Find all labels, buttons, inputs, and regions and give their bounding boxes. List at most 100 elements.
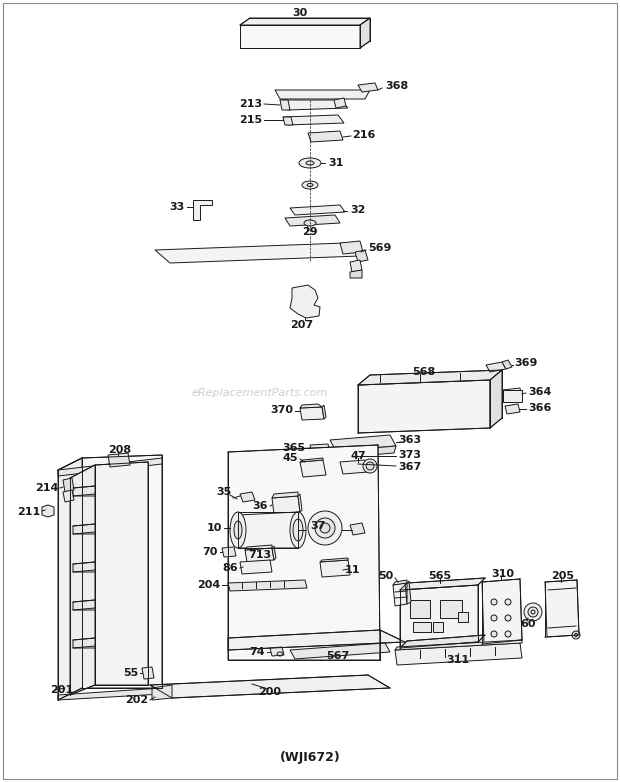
Ellipse shape [299, 158, 321, 168]
Text: 568: 568 [412, 367, 436, 377]
Polygon shape [300, 460, 326, 477]
Text: 36: 36 [252, 501, 268, 511]
Polygon shape [360, 18, 370, 48]
Text: 207: 207 [290, 320, 314, 330]
Text: 311: 311 [446, 655, 469, 665]
Bar [410, 600, 430, 618]
Text: (WJI672): (WJI672) [280, 752, 340, 765]
Polygon shape [58, 458, 162, 476]
Polygon shape [358, 83, 378, 92]
Polygon shape [358, 370, 502, 385]
Polygon shape [238, 512, 298, 548]
Bar [458, 612, 468, 622]
Text: 211: 211 [17, 507, 40, 517]
Polygon shape [95, 462, 148, 685]
Text: 214: 214 [35, 483, 58, 493]
Polygon shape [70, 465, 95, 695]
Polygon shape [322, 405, 326, 419]
Polygon shape [58, 688, 162, 700]
Ellipse shape [366, 462, 374, 470]
Text: 55: 55 [123, 668, 138, 678]
Polygon shape [358, 380, 490, 433]
Text: 364: 364 [528, 387, 551, 397]
Polygon shape [73, 524, 95, 534]
Polygon shape [355, 250, 368, 262]
Polygon shape [320, 560, 350, 577]
Polygon shape [393, 580, 407, 585]
Text: 30: 30 [293, 8, 308, 18]
Polygon shape [150, 675, 390, 698]
Ellipse shape [575, 633, 577, 637]
Ellipse shape [528, 607, 538, 617]
Ellipse shape [531, 610, 535, 614]
Text: 200: 200 [259, 687, 281, 697]
Polygon shape [228, 630, 405, 650]
Polygon shape [308, 131, 343, 142]
Bar [440, 600, 462, 618]
Polygon shape [300, 407, 324, 420]
Text: 366: 366 [528, 403, 551, 413]
Polygon shape [400, 578, 485, 590]
Polygon shape [270, 647, 284, 656]
Text: 50: 50 [378, 571, 393, 581]
Polygon shape [290, 205, 345, 215]
Bar [413, 622, 431, 632]
Polygon shape [73, 638, 95, 648]
Text: 368: 368 [385, 81, 408, 91]
Text: 565: 565 [428, 571, 451, 581]
Text: 567: 567 [326, 651, 350, 661]
Ellipse shape [302, 181, 318, 189]
Polygon shape [142, 667, 154, 679]
Ellipse shape [505, 599, 511, 605]
Polygon shape [280, 100, 290, 110]
Polygon shape [73, 562, 95, 572]
Ellipse shape [307, 184, 313, 186]
Polygon shape [63, 478, 74, 492]
Text: 365: 365 [282, 443, 305, 453]
Bar [433, 622, 443, 632]
Polygon shape [502, 360, 512, 369]
Text: 363: 363 [398, 435, 421, 445]
Polygon shape [545, 580, 579, 637]
Polygon shape [82, 455, 162, 688]
Polygon shape [395, 640, 522, 650]
Polygon shape [310, 444, 330, 453]
Text: 215: 215 [239, 115, 262, 125]
Polygon shape [290, 285, 320, 318]
Polygon shape [320, 558, 348, 562]
Polygon shape [245, 548, 274, 562]
Text: 216: 216 [352, 130, 375, 140]
Polygon shape [395, 643, 522, 665]
Text: 208: 208 [108, 445, 131, 455]
Ellipse shape [524, 603, 542, 621]
Text: 310: 310 [492, 569, 515, 579]
Text: 370: 370 [270, 405, 293, 415]
Polygon shape [73, 600, 95, 610]
Polygon shape [300, 458, 323, 462]
Polygon shape [240, 560, 272, 574]
Polygon shape [228, 445, 380, 660]
Polygon shape [300, 404, 322, 408]
Polygon shape [222, 547, 236, 557]
Polygon shape [505, 404, 520, 414]
Text: 60: 60 [520, 619, 536, 629]
Text: eReplacementParts.com: eReplacementParts.com [192, 388, 328, 398]
Polygon shape [275, 90, 370, 99]
Polygon shape [486, 362, 506, 372]
Text: 373: 373 [398, 450, 421, 460]
Polygon shape [340, 460, 368, 474]
Text: 33: 33 [170, 202, 185, 212]
Text: 86: 86 [223, 563, 238, 573]
Polygon shape [393, 583, 407, 606]
Ellipse shape [306, 161, 314, 165]
Polygon shape [503, 388, 522, 402]
Polygon shape [272, 546, 276, 560]
Polygon shape [108, 453, 130, 467]
Text: 201: 201 [50, 685, 73, 695]
Text: 31: 31 [328, 158, 343, 168]
Polygon shape [340, 241, 363, 254]
Polygon shape [334, 98, 346, 108]
Polygon shape [272, 496, 300, 514]
Polygon shape [193, 200, 212, 220]
Polygon shape [272, 492, 298, 498]
